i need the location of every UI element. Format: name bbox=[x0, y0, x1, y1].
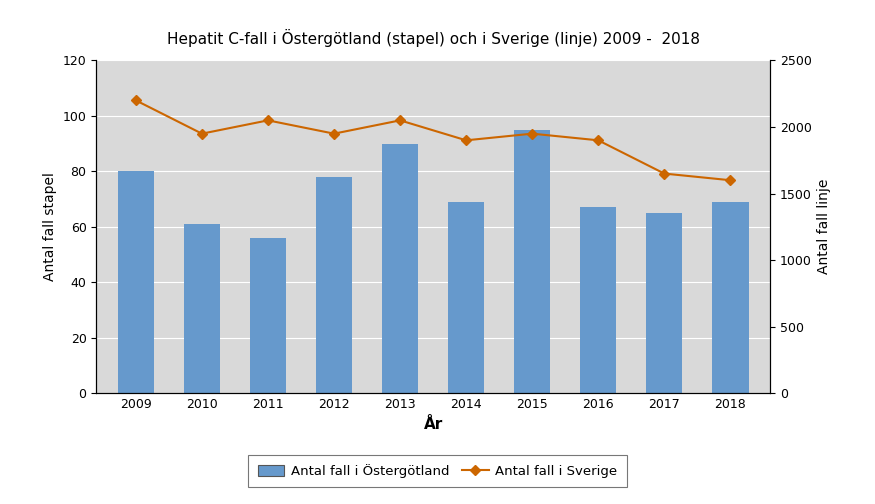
Antal fall i Sverige bbox=[262, 117, 273, 123]
Antal fall i Sverige bbox=[725, 177, 736, 183]
Antal fall i Sverige bbox=[659, 170, 669, 176]
Antal fall i Sverige bbox=[593, 137, 604, 143]
X-axis label: År: År bbox=[424, 416, 443, 431]
Line: Antal fall i Sverige: Antal fall i Sverige bbox=[132, 97, 734, 183]
Bar bbox=[250, 238, 286, 393]
Title: Hepatit C-fall i Östergötland (stapel) och i Sverige (linje) 2009 -  2018: Hepatit C-fall i Östergötland (stapel) o… bbox=[166, 29, 700, 47]
Bar bbox=[184, 224, 220, 393]
Bar bbox=[514, 130, 550, 393]
Y-axis label: Antal fall stapel: Antal fall stapel bbox=[43, 172, 57, 281]
Antal fall i Sverige bbox=[130, 97, 141, 103]
Bar bbox=[646, 213, 682, 393]
Antal fall i Sverige bbox=[329, 131, 340, 137]
Bar bbox=[580, 208, 616, 393]
Antal fall i Sverige bbox=[395, 117, 405, 123]
Bar bbox=[382, 144, 418, 393]
Bar bbox=[712, 202, 748, 393]
Bar bbox=[316, 177, 353, 393]
Antal fall i Sverige bbox=[197, 131, 207, 137]
Antal fall i Sverige bbox=[527, 131, 537, 137]
Antal fall i Sverige bbox=[461, 137, 472, 143]
Y-axis label: Antal fall linje: Antal fall linje bbox=[817, 179, 831, 275]
Legend: Antal fall i Östergötland, Antal fall i Sverige: Antal fall i Östergötland, Antal fall i … bbox=[248, 455, 626, 487]
Bar bbox=[448, 202, 485, 393]
Bar bbox=[118, 171, 154, 393]
